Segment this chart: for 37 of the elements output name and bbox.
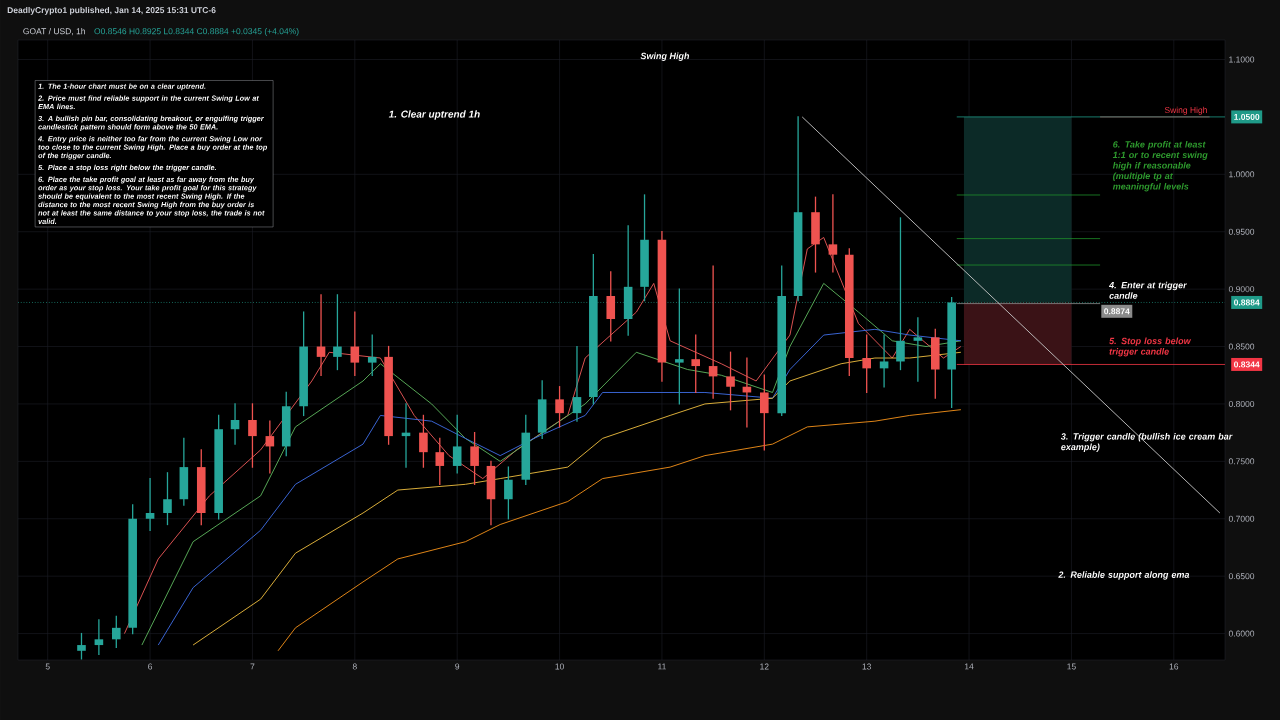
chart-subtitle: O0.8546 H0.8925 L0.8344 C0.8884 +0.0345 (+4.04%) xyxy=(94,27,299,36)
x-tick-label: 9 xyxy=(455,663,460,670)
ref-line-label: Swing High xyxy=(1164,106,1207,115)
y-tick-label: 0.7500 xyxy=(1228,458,1255,465)
chart-title: GOAT / USD, 1h xyxy=(23,27,85,36)
y-tick-label: 0.8000 xyxy=(1228,400,1255,407)
y-tick-label: 0.8500 xyxy=(1228,343,1255,350)
annotation: 5. Stop loss below trigger candle xyxy=(1109,337,1192,357)
y-tick-label: 0.6000 xyxy=(1228,630,1255,637)
ref-line-label: 1.0500 xyxy=(1234,113,1260,120)
annotation: 4. Enter at trigger candle xyxy=(1108,281,1188,299)
y-tick-label: 1.1000 xyxy=(1229,56,1255,63)
x-tick-label: 15 xyxy=(1067,663,1076,670)
x-tick-label: 7 xyxy=(250,663,255,670)
x-tick-label: 12 xyxy=(760,663,769,670)
annotation: 3. Trigger candle (bullish ice cream bar example) xyxy=(1060,433,1233,452)
ref-line-label: 0.8874 xyxy=(1104,308,1130,315)
ref-line-label: 0.8344 xyxy=(1234,361,1260,368)
ref-line-label: 0.8884 xyxy=(1234,299,1260,306)
annotation: 1. Clear uptrend 1h xyxy=(388,110,480,120)
y-tick-label: 1.0000 xyxy=(1229,171,1255,178)
annotation: 2. Reliable support along ema xyxy=(1058,571,1190,580)
x-tick-label: 5 xyxy=(45,663,50,670)
annotation: Swing High xyxy=(640,52,690,61)
text: DeadlyCrypto1 published, Jan 14, 2025 15:31 UTC-6 xyxy=(7,6,216,15)
x-tick-label: 8 xyxy=(352,663,357,670)
x-tick-label: 11 xyxy=(658,663,666,670)
y-tick-label: 0.7000 xyxy=(1228,515,1255,522)
y-tick-label: 0.9000 xyxy=(1228,286,1255,293)
x-tick-label: 14 xyxy=(964,663,974,670)
x-tick-label: 10 xyxy=(555,663,564,670)
y-tick-label: 0.9500 xyxy=(1228,228,1255,235)
annotation: 6. Take profit at least 1:1 or to recent swing high if reasonable (multiple tp at meaningful levels xyxy=(1112,141,1208,192)
x-tick-label: 6 xyxy=(148,663,153,670)
x-tick-label: 13 xyxy=(862,663,872,670)
x-tick-label: 16 xyxy=(1169,663,1179,670)
y-tick-label: 0.6500 xyxy=(1228,573,1255,580)
